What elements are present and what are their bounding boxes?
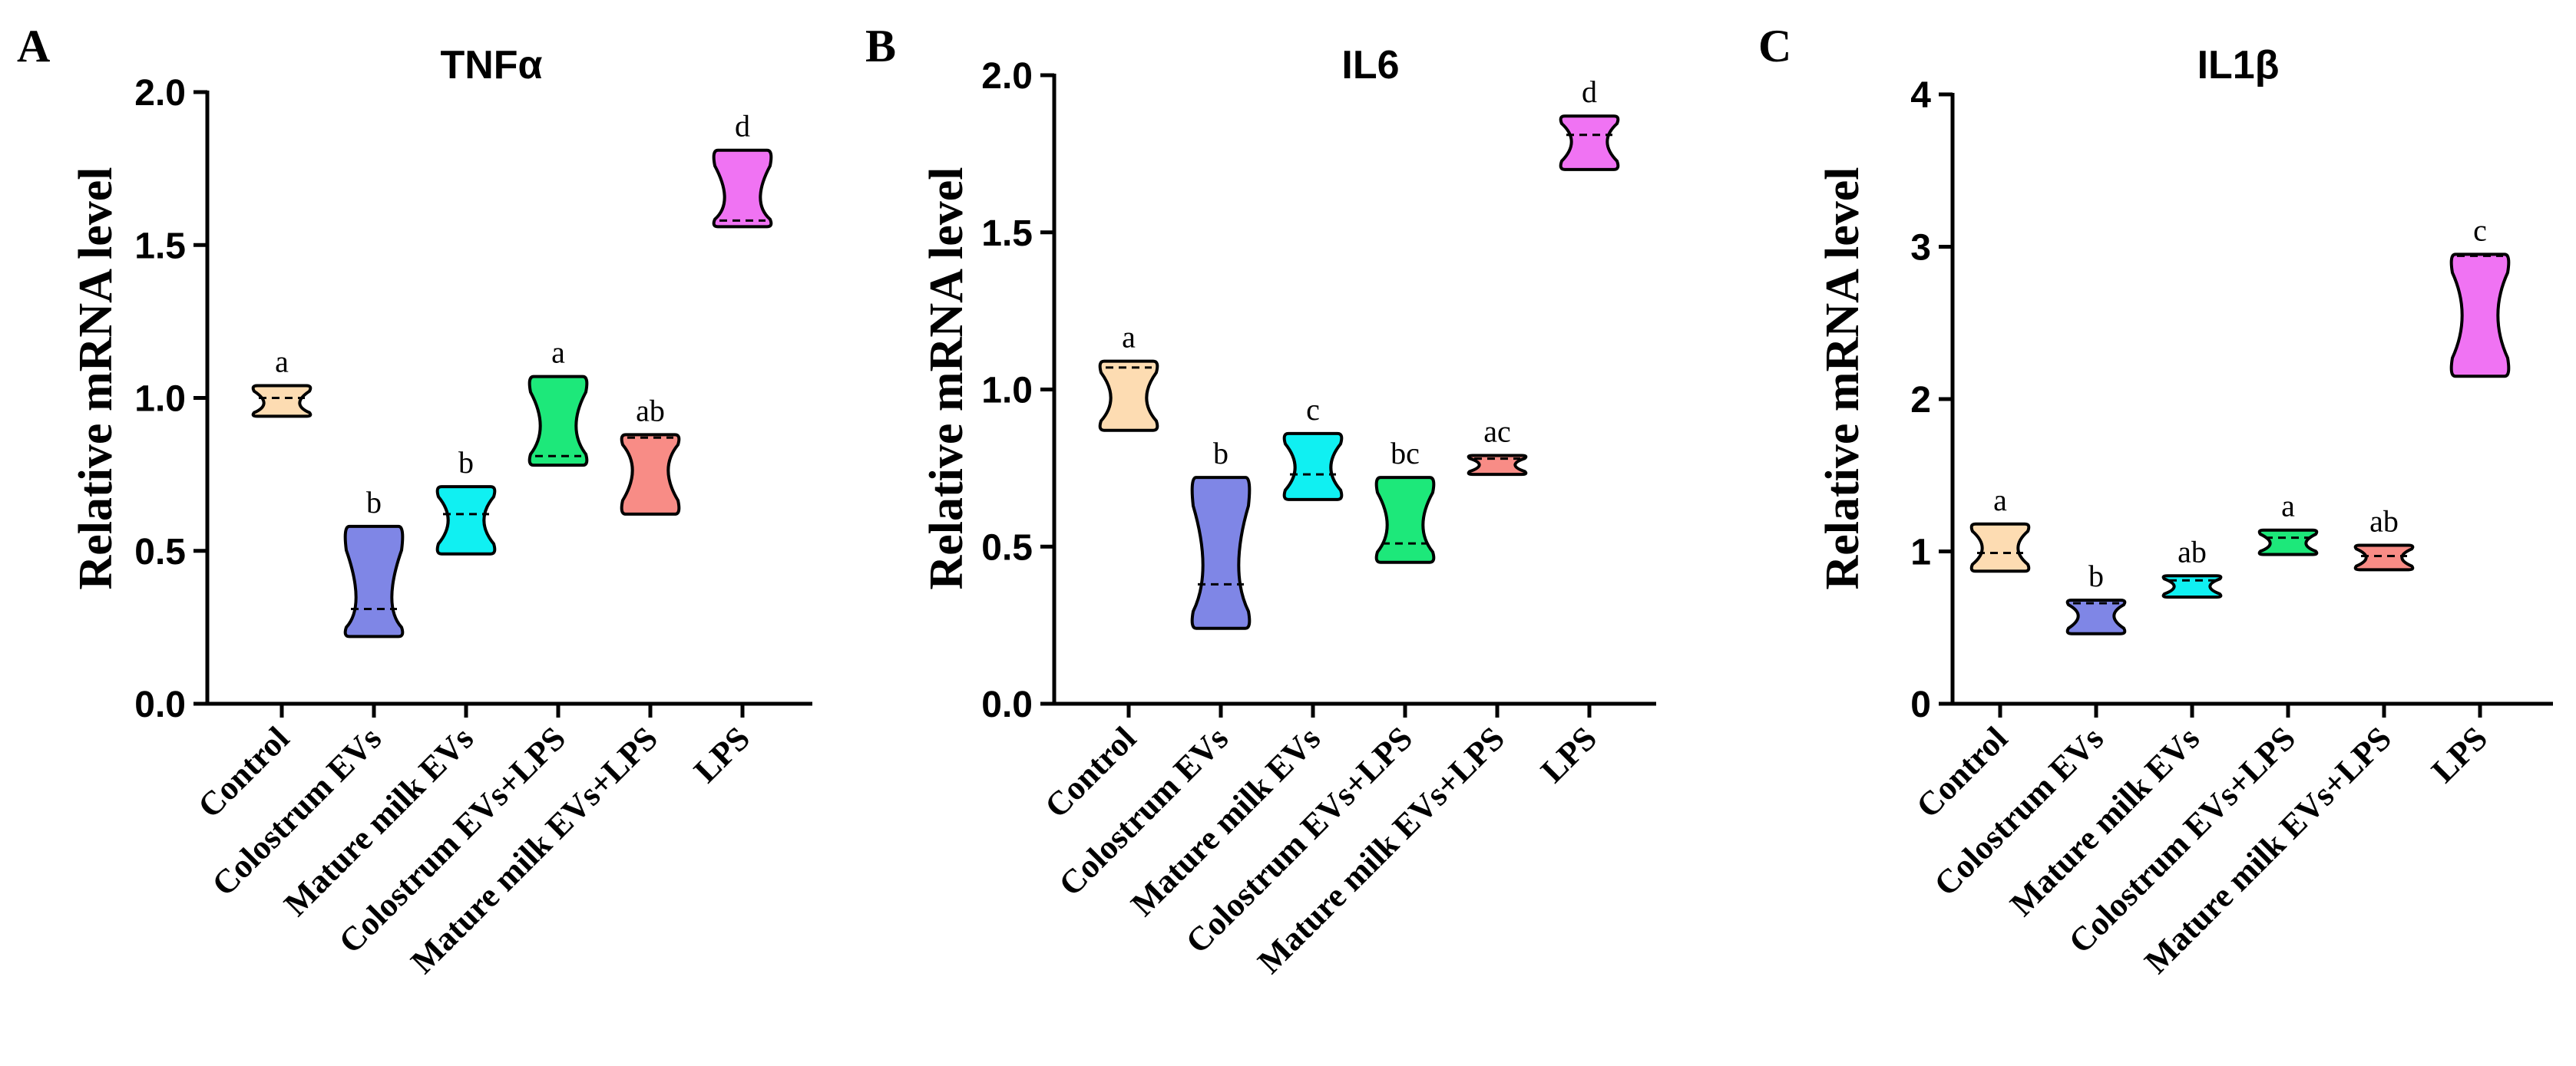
violin-1 <box>1098 359 1159 432</box>
y-tick-label: 2.0 <box>981 56 1033 97</box>
x-tick-label: LPS <box>2424 719 2495 790</box>
y-tick-label: 0 <box>1910 685 1931 725</box>
significance-label: b <box>458 445 474 480</box>
y-tick-label: 0.0 <box>981 685 1033 725</box>
significance-label: b <box>1213 436 1228 470</box>
significance-label: ab <box>2369 504 2399 539</box>
panel-c: C IL1β Relative mRNA level 0 1 2 3 4 Control… <box>1758 21 2553 981</box>
panel-letter-c: C <box>1758 21 1791 71</box>
violin-5 <box>620 433 681 516</box>
y-axis-a: 0.0 0.5 1.0 1.5 2.0 <box>134 73 210 725</box>
panel-letter-a: A <box>17 21 50 71</box>
x-tick-label: Colostrum EVs <box>1052 719 1235 903</box>
violin-6 <box>1559 114 1620 171</box>
violin-4 <box>527 375 589 467</box>
significance-label: ab <box>2178 534 2207 569</box>
y-tick-label: 0.5 <box>134 532 186 573</box>
y-tick-label: 4 <box>1910 75 1931 116</box>
significance-label: a <box>1993 483 2007 517</box>
y-tick-label: 1.0 <box>981 371 1033 411</box>
significance-label: a <box>275 345 289 379</box>
y-axis-label-b: Relative mRNA level <box>921 167 973 590</box>
x-tick-label: Colostrum EVs <box>205 719 389 903</box>
significance-label: d <box>1582 74 1597 109</box>
violin-6 <box>712 148 773 229</box>
y-tick-label: 1.0 <box>134 379 186 420</box>
significance-label: c <box>1306 392 1320 427</box>
y-tick-label: 2.0 <box>134 73 186 114</box>
y-axis-b: 0.0 0.5 1.0 1.5 2.0 <box>981 56 1057 725</box>
significance-label: a <box>1122 320 1136 355</box>
y-axis-c: 0 1 2 3 4 <box>1910 75 1955 725</box>
chart-title-a: TNFα <box>440 43 542 87</box>
y-axis-label-c: Relative mRNA level <box>1817 167 1869 590</box>
significance-label: b <box>2088 559 2104 593</box>
violin-2 <box>2065 599 2127 635</box>
violin-2 <box>343 524 405 639</box>
violin-5 <box>2353 543 2415 572</box>
violin-3 <box>2161 574 2223 599</box>
violin-1 <box>1969 522 2031 573</box>
significance-label: b <box>366 485 382 520</box>
significance-label: a <box>551 335 565 370</box>
x-tick-label: Colostrum EVs <box>1927 719 2111 903</box>
panel-b: B IL6 Relative mRNA level 0.0 0.5 1.0 1.5 2.… <box>865 21 1656 981</box>
y-tick-label: 1.5 <box>134 226 186 266</box>
y-tick-label: 1.5 <box>981 213 1033 254</box>
violin-4 <box>2257 528 2319 556</box>
x-tick-label: LPS <box>1533 719 1604 790</box>
violin-3 <box>435 485 497 556</box>
y-tick-label: 3 <box>1910 228 1931 269</box>
significance-label: d <box>735 109 750 144</box>
y-axis-label-a: Relative mRNA level <box>70 167 122 590</box>
violin-1 <box>251 384 312 418</box>
significance-label: a <box>2281 489 2295 523</box>
violin-2 <box>1190 476 1252 630</box>
panel-a: A TNFα Relative mRNA level 0.0 0.5 1.0 1.5 2… <box>17 21 812 981</box>
y-tick-label: 2 <box>1910 380 1931 421</box>
significance-label: ac <box>1483 414 1511 448</box>
violin-4 <box>1374 476 1436 564</box>
significance-label: bc <box>1391 436 1420 470</box>
chart-title-b: IL6 <box>1341 43 1399 87</box>
panel-letter-b: B <box>865 21 896 71</box>
significance-label: c <box>2473 213 2487 247</box>
significance-label: ab <box>636 393 665 427</box>
y-tick-label: 1 <box>1910 533 1931 573</box>
violin-5 <box>1467 454 1528 477</box>
x-tick-label: LPS <box>686 719 757 790</box>
violin-6 <box>2449 252 2511 378</box>
chart-title-c: IL1β <box>2197 43 2280 87</box>
y-tick-label: 0.5 <box>981 527 1033 568</box>
violin-3 <box>1282 431 1344 501</box>
y-tick-label: 0.0 <box>134 685 186 725</box>
